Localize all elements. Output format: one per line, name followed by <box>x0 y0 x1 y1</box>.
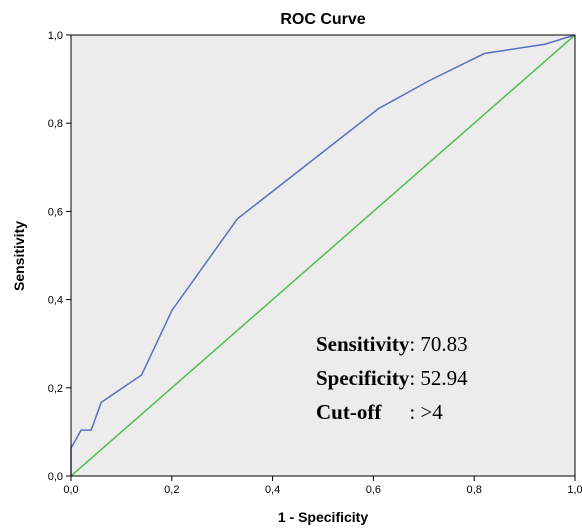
annotation-specificity: Specificity: 52.94 <box>316 366 468 390</box>
y-tick-label: 0,6 <box>48 206 63 218</box>
y-tick-label: 0,0 <box>48 471 63 483</box>
annotation-sensitivity-label: Sensitivity <box>316 332 410 356</box>
annotation-sensitivity: Sensitivity: 70.83 <box>316 332 468 356</box>
reference-diagonal-line <box>70 34 576 477</box>
y-tick-label: 0,8 <box>48 118 63 130</box>
roc-curve-line <box>70 34 576 476</box>
annotation-cutoff-value: : >4 <box>409 400 443 424</box>
chart-title: ROC Curve <box>280 11 365 28</box>
x-tick-label: 0,6 <box>366 484 381 496</box>
y-tick-label: 1,0 <box>48 30 63 42</box>
y-axis-label: Sensitivity <box>11 221 27 291</box>
x-tick-label: 0,0 <box>63 484 78 496</box>
x-tick-label: 1,0 <box>567 484 582 496</box>
annotation-specificity-label: Specificity <box>316 366 410 390</box>
annotation-sensitivity-value: : 70.83 <box>409 332 467 356</box>
y-tick-label: 0,2 <box>48 383 63 395</box>
x-tick-label: 0,2 <box>164 484 179 496</box>
annotation-cutoff-label: Cut-off <box>316 400 382 424</box>
x-tick-label: 0,8 <box>467 484 482 496</box>
y-axis: 0,0 0,2 0,4 0,6 0,8 1,0 <box>48 30 71 483</box>
plot-border <box>70 34 576 477</box>
x-axis: 0,0 0,2 0,4 0,6 0,8 1,0 <box>63 476 582 496</box>
x-tick-label: 0,4 <box>265 484 280 496</box>
y-tick-label: 0,4 <box>48 295 63 307</box>
annotation-specificity-value: : 52.94 <box>409 366 468 390</box>
annotation-cutoff: Cut-off : >4 <box>316 400 443 424</box>
x-axis-label: 1 - Specificity <box>278 509 368 525</box>
